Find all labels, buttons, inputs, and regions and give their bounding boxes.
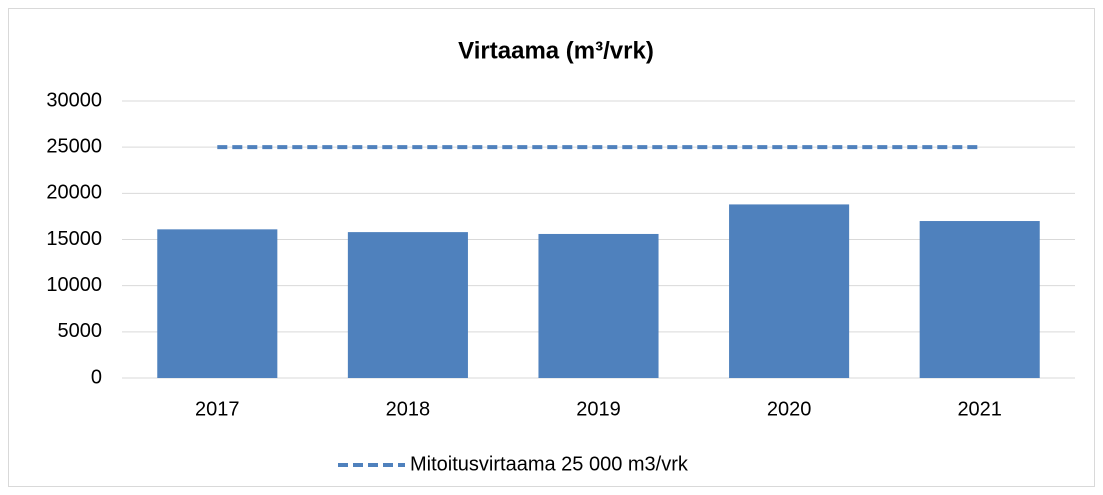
- bar: [347, 232, 468, 378]
- y-tick-label: 0: [91, 366, 102, 388]
- y-tick-label: 20000: [46, 182, 102, 204]
- x-tick-label: 2021: [957, 398, 1002, 420]
- x-tick-label: 2019: [576, 398, 621, 420]
- bar: [538, 233, 659, 378]
- bar: [729, 204, 850, 378]
- chart-title: Virtaama (m³/vrk): [458, 37, 654, 64]
- y-tick-label: 25000: [46, 135, 102, 157]
- x-tick-label: 2017: [195, 398, 240, 420]
- x-tick-label: 2020: [767, 398, 812, 420]
- y-tick-label: 15000: [46, 228, 102, 250]
- y-tick-label: 30000: [46, 89, 102, 111]
- x-tick-label: 2018: [386, 398, 431, 420]
- legend-label: Mitoitusvirtaama 25 000 m3/vrk: [410, 453, 689, 475]
- y-tick-label: 10000: [46, 274, 102, 296]
- bar: [919, 221, 1040, 378]
- bar: [157, 229, 278, 378]
- y-tick-label: 5000: [58, 320, 103, 342]
